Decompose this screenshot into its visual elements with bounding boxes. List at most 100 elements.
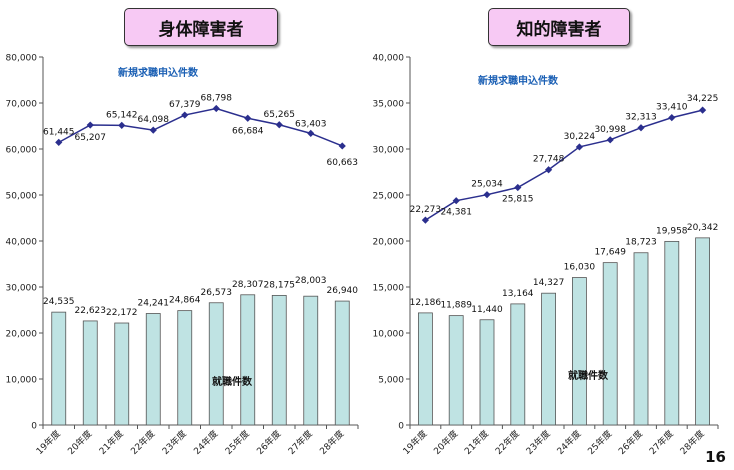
physical-line-marker (149, 126, 157, 134)
intellectual-x-tick-label: 28年度 (677, 428, 706, 457)
intellectual-x-tick-label: 19年度 (400, 428, 429, 457)
physical-bar-series-label: 就職件数 (212, 375, 253, 388)
intellectual-line-value-label: 30,224 (564, 132, 596, 142)
physical-line-value-label: 61,445 (43, 127, 75, 137)
intellectual-bar-value-label: 11,889 (440, 301, 472, 311)
physical-x-tick-label: 20年度 (65, 428, 94, 457)
physical-x-tick-label: 26年度 (254, 428, 283, 457)
intellectual-line-series (425, 109, 703, 221)
intellectual-y-tick-label: 5,000 (378, 376, 404, 386)
intellectual-line-value-label: 33,410 (656, 103, 688, 113)
physical-bar (240, 294, 256, 426)
physical-bar-value-label: 28,175 (264, 280, 296, 290)
physical-line-value-label: 63,403 (295, 119, 327, 129)
physical-line-marker (307, 129, 315, 137)
physical-bar-value-label: 22,172 (106, 308, 138, 318)
physical-line-marker (181, 111, 189, 119)
intellectual-line-marker (545, 166, 553, 174)
physical-line-value-label: 64,098 (138, 115, 170, 125)
physical-x-tick-label: 19年度 (34, 428, 63, 457)
intellectual-bar-value-label: 12,186 (410, 298, 442, 308)
intellectual-bar-value-label: 14,327 (533, 278, 565, 288)
physical-x-tick-label: 27年度 (286, 428, 315, 457)
intellectual-y-tick-label: 40,000 (373, 54, 405, 64)
intellectual-line-series-label: 新規求職申込件数 (478, 74, 559, 87)
physical-bar (51, 311, 67, 426)
intellectual-y-tick-label: 30,000 (373, 146, 405, 156)
intellectual-y-tick-label: 20,000 (373, 238, 405, 248)
intellectual-x-tick-label: 26年度 (616, 428, 645, 457)
physical-bar-value-label: 28,307 (232, 280, 264, 290)
chart-title-intellectual: 知的障害者 (488, 8, 630, 46)
physical-bar (271, 294, 287, 426)
physical-bar-value-label: 26,573 (201, 288, 233, 298)
physical-bar-value-label: 24,864 (169, 296, 201, 306)
physical-x-tick-label: 28年度 (317, 428, 346, 457)
physical-y-tick-label: 30,000 (6, 284, 38, 294)
intellectual-x-tick-label: 20年度 (431, 428, 460, 457)
intellectual-bar-value-label: 13,164 (502, 289, 534, 299)
intellectual-y-tick-label: 10,000 (373, 330, 405, 340)
physical-y-tick-label: 10,000 (6, 376, 38, 386)
intellectual-line-marker (452, 197, 460, 205)
intellectual-bar-value-label: 11,440 (471, 305, 503, 315)
intellectual-y-tick-label: 15,000 (373, 284, 405, 294)
intellectual-bar (541, 292, 556, 426)
physical-line-value-label: 66,684 (232, 126, 264, 136)
physical-bar-value-label: 22,623 (75, 306, 107, 316)
physical-line-value-label: 65,207 (75, 133, 107, 143)
physical-y-tick-label: 60,000 (6, 146, 38, 156)
intellectual-line-marker (637, 124, 645, 132)
intellectual-x-tick-label: 22年度 (493, 428, 522, 457)
intellectual-line-marker (514, 183, 522, 192)
intellectual-bar (448, 315, 464, 426)
physical-bar-value-label: 28,003 (295, 276, 327, 286)
physical-x-tick-label: 24年度 (191, 428, 220, 457)
intellectual-bar-value-label: 16,030 (564, 263, 596, 273)
intellectual-y-tick-label: 25,000 (373, 192, 405, 202)
physical-line-series-label: 新規求職申込件数 (118, 66, 199, 79)
intellectual-line-value-label: 24,381 (440, 208, 472, 218)
intellectual-line-value-label: 30,998 (594, 125, 626, 135)
intellectual-bar-series-label: 就職件数 (568, 369, 609, 382)
physical-line-value-label: 65,265 (264, 110, 296, 120)
intellectual-bar-value-label: 18,723 (625, 238, 657, 248)
physical-line-value-label: 68,798 (201, 94, 233, 104)
intellectual-x-tick-label: 24年度 (554, 428, 583, 457)
intellectual-y-tick-label: 35,000 (373, 100, 405, 110)
intellectual-line-value-label: 22,273 (410, 205, 442, 215)
intellectual-x-tick-label: 21年度 (462, 428, 491, 457)
physical-line-marker (338, 142, 346, 150)
chart-title-physical: 身体障害者 (124, 8, 278, 46)
intellectual-bar (510, 303, 526, 426)
physical-x-tick-label: 21年度 (97, 428, 126, 457)
physical-y-tick-label: 20,000 (6, 330, 38, 340)
physical-bar (303, 295, 319, 426)
intellectual-line-marker (699, 106, 707, 114)
physical-y-tick-label: 50,000 (6, 192, 38, 202)
page-number: 16 (705, 448, 726, 466)
physical-x-tick-label: 23年度 (160, 428, 189, 457)
intellectual-line-marker (483, 191, 491, 199)
physical-y-tick-label: 70,000 (6, 100, 38, 110)
physical-x-tick-label: 25年度 (223, 428, 252, 457)
intellectual-bar (602, 262, 618, 426)
intellectual-line-value-label: 25,815 (502, 195, 534, 205)
physical-bar-value-label: 26,940 (327, 286, 359, 296)
physical-line-value-label: 65,142 (106, 110, 138, 120)
physical-line-marker (212, 104, 220, 113)
intellectual-bar (664, 240, 680, 426)
intellectual-line-value-label: 32,313 (625, 113, 657, 123)
intellectual-line-marker (421, 216, 429, 224)
physical-line-marker (55, 138, 63, 146)
intellectual-line-value-label: 34,225 (687, 94, 719, 104)
intellectual-x-tick-label: 25年度 (585, 428, 614, 457)
physical-bar (334, 300, 350, 426)
intellectual-bar (572, 277, 587, 426)
intellectual-bar-value-label: 17,649 (594, 248, 626, 258)
intellectual-line-value-label: 27,748 (533, 155, 565, 165)
physical-line-marker (244, 114, 252, 122)
physical-y-tick-label: 80,000 (6, 54, 38, 64)
physical-y-tick-label: 40,000 (6, 238, 38, 248)
